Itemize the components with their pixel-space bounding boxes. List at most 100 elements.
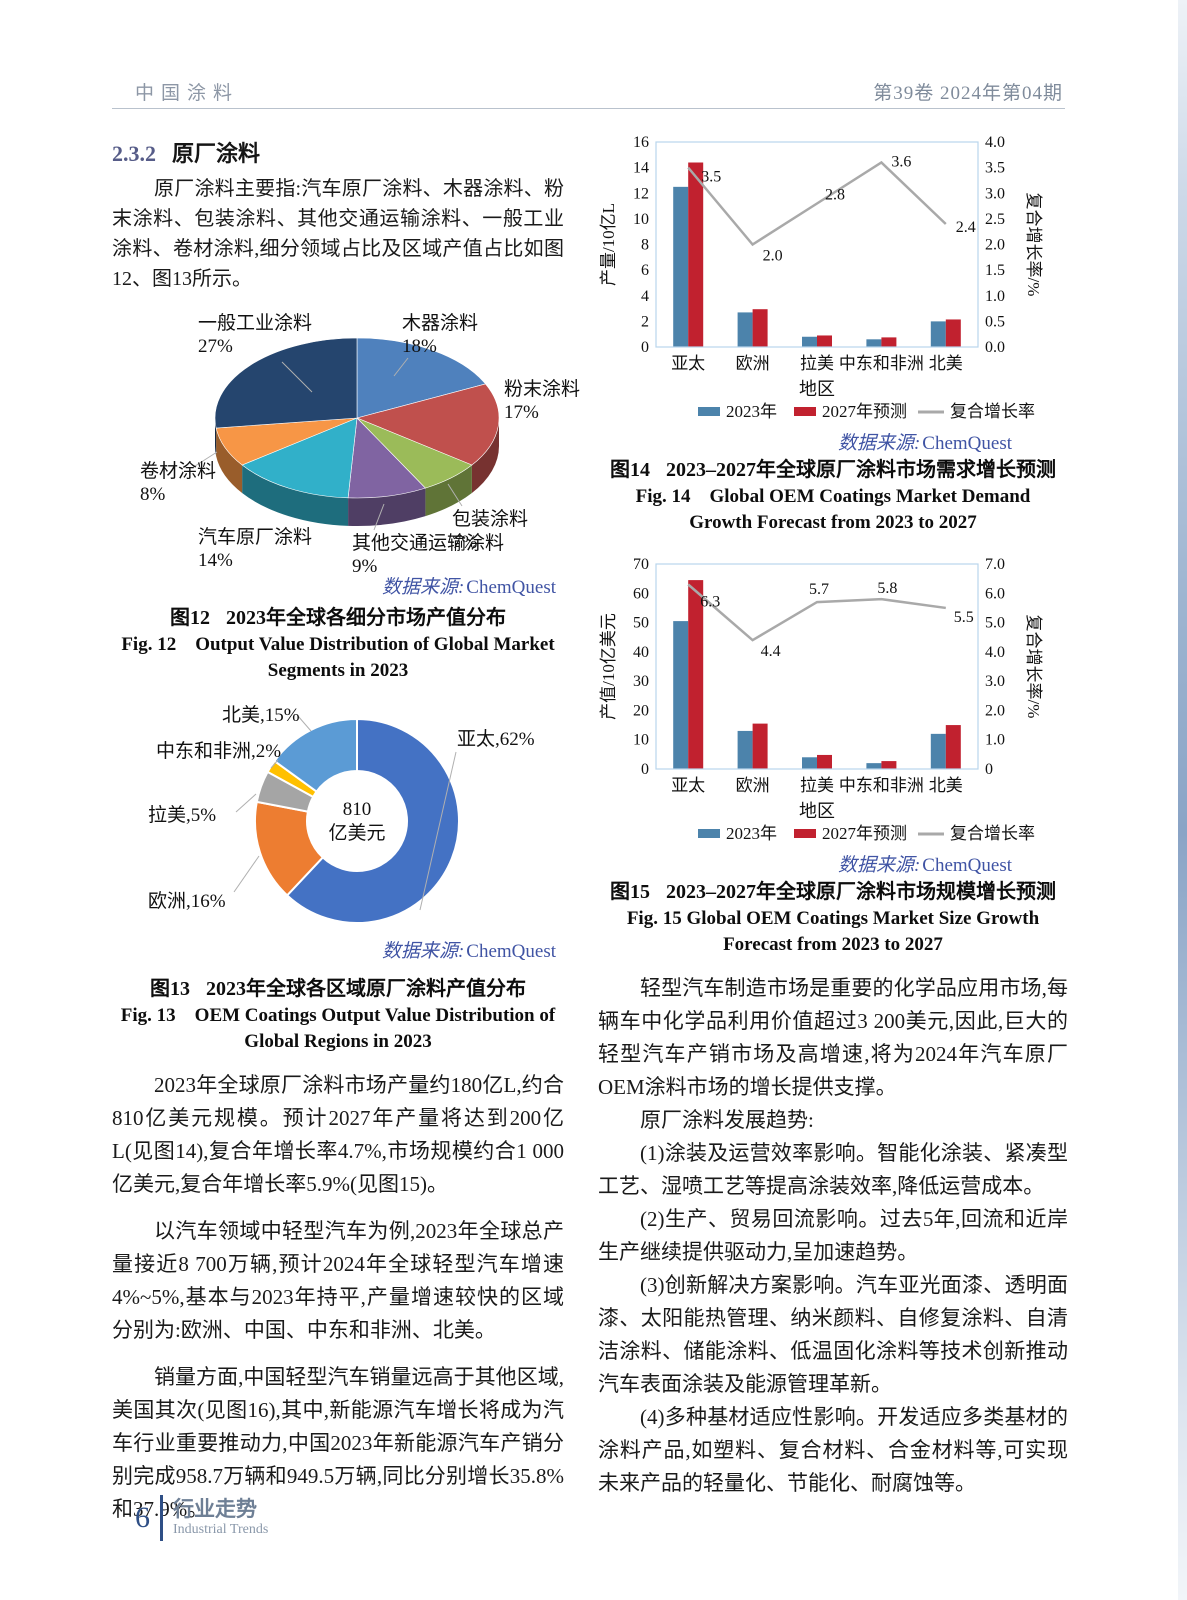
pie-label-powder: 粉末涂料 17% — [504, 379, 581, 423]
svg-text:3.5: 3.5 — [985, 160, 1005, 177]
figure-14-caption: 图14 2023–2027年全球原厂涂料市场需求增长预测 Fig. 14 Glob… — [598, 456, 1068, 536]
figure-15-title-en: Fig. 15 Global OEM Coatings Market Size … — [626, 908, 1040, 955]
figure-13-title-en: Fig. 13 OEM Coatings Output Value Distri… — [120, 1005, 556, 1052]
svg-text:0: 0 — [641, 761, 649, 778]
page-footer: 6 行业走势 Industrial Trends — [135, 1495, 268, 1541]
svg-text:复合增长率/%: 复合增长率/% — [1024, 193, 1043, 297]
pie-chart-canvas — [191, 337, 500, 531]
page-number: 6 — [135, 1501, 150, 1534]
figure-14-title-en: Fig. 14 Global OEM Coatings Market Deman… — [635, 486, 1031, 533]
svg-text:2: 2 — [641, 313, 649, 330]
svg-text:4.0: 4.0 — [985, 644, 1005, 661]
svg-text:北美: 北美 — [929, 776, 963, 795]
svg-text:5.5: 5.5 — [954, 609, 974, 626]
svg-text:5.0: 5.0 — [985, 615, 1005, 632]
data-source-fig14: 数据来源: ChemQuest — [837, 433, 1012, 454]
svg-text:30: 30 — [633, 673, 649, 690]
left-column: 2.3.2 原厂涂料 原厂涂料主要指:汽车原厂涂料、木器涂料、粉末涂料、包装涂料、… — [112, 120, 580, 1526]
svg-text:7.0: 7.0 — [985, 556, 1005, 573]
svg-text:北美: 北美 — [929, 354, 963, 373]
svg-text:10: 10 — [633, 732, 649, 749]
paragraph-trend-2: (2)生产、贸易回流影响。过去5年,回流和近岸生产继续提供驱动力,呈加速趋势。 — [598, 1207, 1068, 1264]
svg-text:拉美: 拉美 — [800, 354, 834, 373]
donut-label-north-america: 北美,15% — [222, 705, 300, 726]
svg-text:复合增长率/%: 复合增长率/% — [1024, 615, 1043, 719]
pie-label-automotive-oem: 汽车原厂涂料 14% — [198, 527, 313, 571]
paragraph-trend-heading: 原厂涂料发展趋势: — [640, 1108, 814, 1132]
figure-12-number: 图12 — [170, 607, 210, 629]
svg-text:2.0: 2.0 — [985, 237, 1005, 254]
svg-text:5.7: 5.7 — [809, 581, 829, 598]
svg-text:3.0: 3.0 — [985, 185, 1005, 202]
right-column: 0 2 4 6 8 10 12 14 16 0.0 0.5 1.0 1.5 2.0 2.5 3.0 3.5 4.0… — [598, 120, 1068, 1500]
figure-14-number: 图14 — [610, 459, 650, 481]
svg-text:4.0: 4.0 — [985, 134, 1005, 151]
svg-text:地区: 地区 — [799, 379, 835, 399]
svg-text:6.0: 6.0 — [985, 585, 1005, 602]
figure-13-title-zh: 2023年全球各区域原厂涂料产值分布 — [206, 978, 526, 1000]
paragraph-auto-output: 以汽车领域中轻型汽车为例,2023年全球总产量接近8 700万辆,预计2024年… — [112, 1219, 564, 1342]
paragraph-market-size: 2023年全球原厂涂料市场产量约180亿L,约合810亿美元规模。预计2027年… — [112, 1073, 564, 1196]
svg-text:4.4: 4.4 — [761, 643, 781, 660]
svg-text:亚太: 亚太 — [671, 354, 705, 373]
figure-15-number: 图15 — [610, 881, 650, 903]
paragraph-trend-4: (4)多种基材适应性影响。开发适应多类基材的涂料产品,如塑料、复合材料、合金材料… — [598, 1405, 1068, 1495]
svg-text:8: 8 — [641, 237, 649, 254]
figure-15-bar-chart: 0 10 20 30 40 50 60 70 0 1.0 2.0 3.0 4.0 5.0 6.0 7.0 亚太 欧… — [598, 552, 1068, 876]
svg-text:2.4: 2.4 — [956, 219, 976, 236]
svg-text:2.8: 2.8 — [825, 187, 845, 204]
figure-14-bar-chart: 0 2 4 6 8 10 12 14 16 0.0 0.5 1.0 1.5 2.0 2.5 3.0 3.5 4.0… — [598, 130, 1068, 454]
svg-text:20: 20 — [633, 702, 649, 719]
pie-label-other-transport: 其他交通运输涂料 9% — [352, 533, 505, 577]
figure-15-title-zh: 2023–2027年全球原厂涂料市场规模增长预测 — [666, 881, 1056, 903]
svg-text:中东和非洲: 中东和非洲 — [839, 776, 924, 795]
svg-text:2.0: 2.0 — [763, 248, 783, 265]
paragraph-trend-3: (3)创新解决方案影响。汽车亚光面漆、透明面漆、太阳能热管理、纳米颜料、自修复涂… — [598, 1273, 1068, 1396]
bar-chart-canvas-fig14: 0 2 4 6 8 10 12 14 16 0.0 0.5 1.0 1.5 2.0 2.5 3.0 3.5 4.0… — [599, 134, 1043, 421]
pie-label-coil: 卷材涂料 8% — [140, 461, 217, 505]
svg-text:5.8: 5.8 — [877, 580, 897, 597]
svg-text:产值/10亿美元: 产值/10亿美元 — [599, 613, 618, 720]
footer-divider — [160, 1495, 163, 1541]
svg-text:地区: 地区 — [799, 801, 835, 821]
footer-section-zh: 行业走势 — [173, 1497, 257, 1521]
svg-text:2027年预测: 2027年预测 — [822, 402, 907, 421]
svg-text:50: 50 — [633, 615, 649, 632]
section-title: 原厂涂料 — [172, 141, 261, 166]
svg-text:6: 6 — [641, 262, 649, 279]
svg-text:拉美: 拉美 — [800, 776, 834, 795]
donut-center-value: 810 亿美元 — [328, 799, 386, 844]
svg-text:1.0: 1.0 — [985, 732, 1005, 749]
data-source-fig12: 数据来源: ChemQuest — [381, 577, 556, 598]
svg-text:40: 40 — [633, 644, 649, 661]
issue-info: 第39卷 2024年第04期 — [873, 83, 1063, 104]
pie-label-wood: 木器涂料 18% — [402, 313, 479, 357]
data-source-fig13: 数据来源: ChemQuest — [381, 941, 556, 962]
svg-text:欧洲: 欧洲 — [736, 354, 770, 373]
figure-12-title-zh: 2023年全球各细分市场产值分布 — [226, 607, 506, 629]
figure-14-title-zh: 2023–2027年全球原厂涂料市场需求增长预测 — [666, 459, 1056, 481]
svg-text:2023年: 2023年 — [726, 824, 777, 843]
figure-13-donut-chart: 北美,15% 中东和非洲,2% 拉美,5% 欧洲,16% 亚太,62% 810 亿… — [112, 696, 564, 971]
figure-12-title-en: Fig. 12 Output Value Distribution of Glo… — [121, 634, 555, 681]
svg-text:14: 14 — [633, 160, 649, 177]
svg-text:0.5: 0.5 — [985, 313, 1005, 330]
header-rule — [112, 108, 1065, 109]
svg-text:12: 12 — [633, 185, 649, 202]
svg-text:产量/10亿L: 产量/10亿L — [599, 203, 618, 286]
svg-text:3.5: 3.5 — [701, 169, 721, 186]
paragraph-intro: 原厂涂料主要指:汽车原厂涂料、木器涂料、粉末涂料、包装涂料、其他交通运输涂料、一… — [112, 178, 564, 290]
data-source-fig15: 数据来源: ChemQuest — [837, 855, 1012, 876]
svg-text:2023年: 2023年 — [726, 402, 777, 421]
svg-text:16: 16 — [633, 134, 649, 151]
page-edge-gradient — [1178, 0, 1187, 1600]
svg-text:2027年预测: 2027年预测 — [822, 824, 907, 843]
svg-text:2.5: 2.5 — [985, 211, 1005, 228]
donut-label-latam: 拉美,5% — [148, 805, 217, 826]
journal-name: 中国涂料 — [135, 83, 240, 104]
figure-15-caption: 图15 2023–2027年全球原厂涂料市场规模增长预测 Fig. 15 Glob… — [598, 878, 1068, 958]
svg-text:1.0: 1.0 — [985, 288, 1005, 305]
svg-text:亚太: 亚太 — [671, 776, 705, 795]
donut-label-europe: 欧洲,16% — [148, 891, 226, 912]
